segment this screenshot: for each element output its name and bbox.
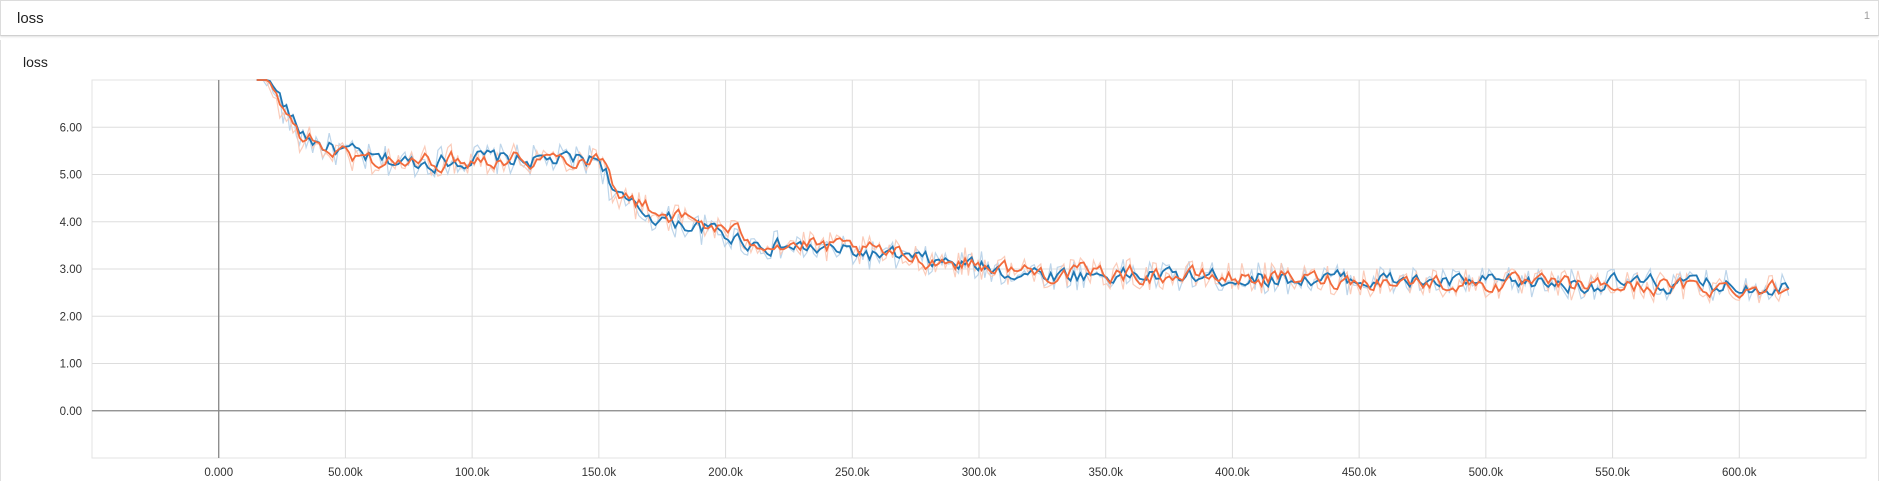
card-title: loss xyxy=(17,10,44,27)
x-axis-ticks: 0.000 50.00k 100.0k 150.0k 200.0k 250.0k 300.0… xyxy=(204,467,1756,479)
x-tick-label: 150.0k xyxy=(582,467,617,479)
x-tick-label: 400.0k xyxy=(1215,467,1250,479)
raw-series xyxy=(256,79,1790,305)
y-tick-label: 5.00 xyxy=(60,170,82,182)
x-tick-label: 0.000 xyxy=(204,467,233,479)
y-tick-label: 1.00 xyxy=(60,359,82,371)
x-tick-label: 300.0k xyxy=(962,467,997,479)
x-tick-label: 500.0k xyxy=(1469,467,1504,479)
y-tick-label: 2.00 xyxy=(60,311,82,323)
x-tick-label: 100.0k xyxy=(455,467,490,479)
y-tick-label: 0.00 xyxy=(60,406,82,418)
chart-title: loss xyxy=(23,54,48,70)
x-tick-label: 550.0k xyxy=(1595,467,1630,479)
x-tick-label: 250.0k xyxy=(835,467,870,479)
raw-series-line-0 xyxy=(256,79,1790,303)
x-tick-label: 600.0k xyxy=(1722,467,1757,479)
axes xyxy=(92,80,1866,458)
smoothed-series-line-0 xyxy=(256,79,1790,296)
smoothed-series xyxy=(256,79,1790,299)
y-tick-label: 4.00 xyxy=(60,217,82,229)
y-tick-label: 6.00 xyxy=(60,122,82,134)
y-tick-label: 3.00 xyxy=(60,264,82,276)
x-tick-label: 350.0k xyxy=(1088,467,1123,479)
x-tick-label: 450.0k xyxy=(1342,467,1377,479)
x-tick-label: 50.00k xyxy=(328,467,363,479)
x-tick-label: 200.0k xyxy=(708,467,743,479)
raw-series-line-1 xyxy=(256,79,1789,305)
smoothed-series-line-1 xyxy=(256,79,1790,299)
y-axis-ticks: 0.00 1.00 2.00 3.00 4.00 5.00 6.00 xyxy=(60,122,82,418)
card-count: 1 xyxy=(1863,10,1870,22)
card-header[interactable]: loss 1 xyxy=(0,0,1879,36)
